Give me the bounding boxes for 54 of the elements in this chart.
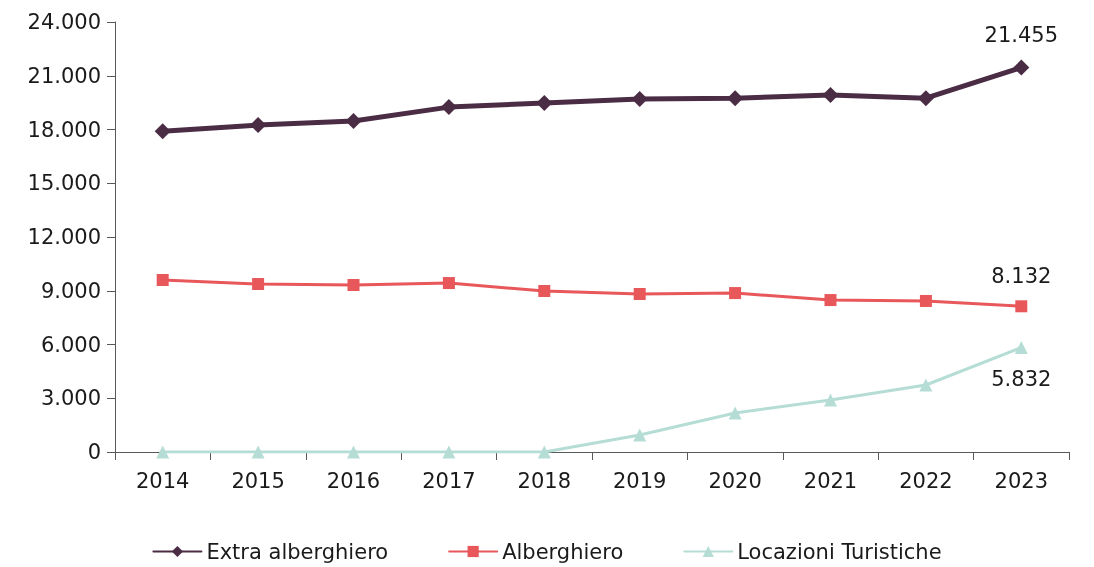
legend-label: Extra alberghiero: [206, 539, 389, 564]
data-label: 8.132: [991, 263, 1052, 288]
point: [251, 445, 265, 459]
point: [347, 279, 360, 292]
y-tick-label: 24.000: [27, 10, 101, 34]
point: [1015, 300, 1028, 313]
point: [1014, 341, 1028, 355]
point: [156, 274, 169, 286]
point: [154, 123, 171, 140]
y-tick-label: 0: [87, 440, 101, 464]
y-tick-label: 18.000: [27, 117, 101, 142]
point: [633, 428, 647, 442]
point: [728, 406, 742, 420]
point: [917, 90, 934, 107]
point: [536, 94, 553, 111]
y-tick-label: 6.000: [40, 332, 101, 357]
x-tick-label: 2019: [612, 468, 667, 493]
point: [824, 294, 837, 307]
x-tick-label: 2022: [899, 468, 953, 493]
point: [345, 113, 362, 130]
point: [919, 378, 933, 392]
point: [633, 287, 646, 300]
data-label: 5.832: [991, 366, 1052, 391]
point: [538, 285, 551, 298]
point: [824, 393, 837, 407]
point: [442, 277, 455, 290]
point: [442, 445, 456, 459]
point: [537, 445, 551, 459]
point: [440, 99, 457, 116]
point: [347, 445, 360, 459]
point: [252, 278, 265, 291]
x-tick-label: 2023: [994, 468, 1049, 493]
x-tick-label: 2021: [803, 468, 858, 493]
point: [729, 287, 742, 300]
x-tick-label: 2020: [708, 468, 762, 493]
x-tick-label: 2016: [326, 468, 381, 493]
legend-label: Alberghiero: [502, 539, 624, 564]
legend-label: Locazioni Turistiche: [737, 539, 942, 564]
point: [1013, 59, 1030, 76]
point: [822, 87, 839, 104]
point: [727, 90, 744, 107]
x-tick-label: 2015: [231, 468, 285, 493]
y-tick-label: 3.000: [40, 386, 101, 411]
y-tick-label: 15.000: [27, 171, 101, 196]
data-label: 21.455: [984, 23, 1059, 48]
y-tick-label: 12.000: [27, 225, 101, 249]
x-tick-label: 2018: [517, 468, 572, 493]
point: [156, 445, 170, 459]
y-tick-label: 9.000: [40, 278, 101, 303]
point: [919, 294, 932, 307]
y-tick-label: 21.000: [27, 63, 101, 88]
point: [631, 91, 648, 108]
x-tick-label: 2014: [135, 468, 190, 493]
x-tick-label: 2017: [422, 468, 476, 493]
